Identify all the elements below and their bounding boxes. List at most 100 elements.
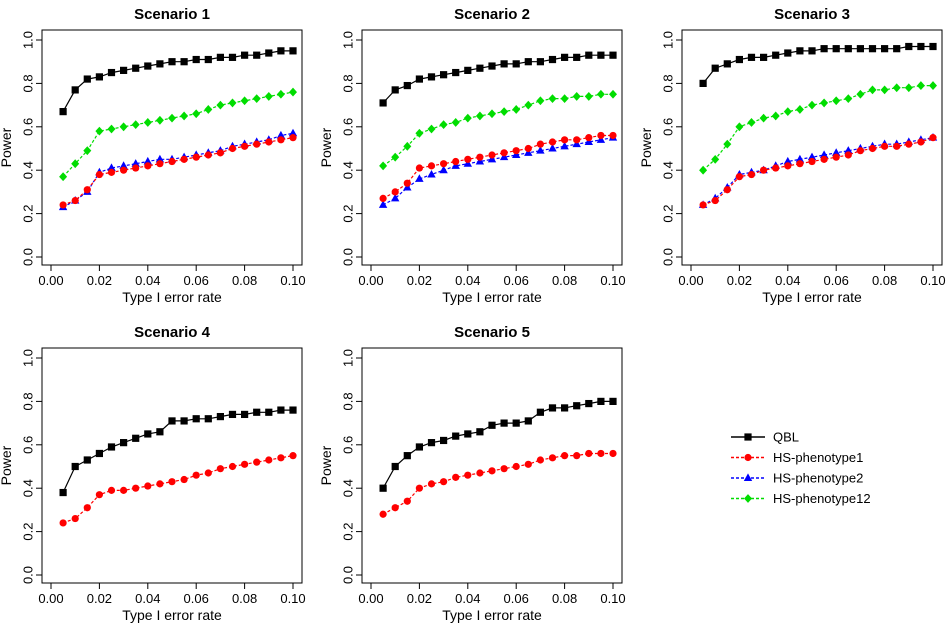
data-point-hs-phenotype12: [216, 100, 225, 110]
x-tick-label: 0.02: [87, 273, 112, 288]
data-point-qbl: [585, 51, 593, 59]
data-point-hs-phenotype1: [881, 142, 889, 150]
y-tick-label: 0.0: [21, 566, 36, 584]
y-tick-label: 0.4: [341, 479, 356, 497]
series-hs-phenotype1: [699, 134, 937, 209]
data-point-hs-phenotype12: [820, 98, 829, 108]
data-point-hs-phenotype2: [783, 156, 792, 165]
x-tick-label: 0.04: [455, 273, 480, 288]
data-point-hs-phenotype2: [795, 154, 805, 163]
data-point-hs-phenotype1: [464, 155, 472, 163]
chart-panel-5: Scenario 5 0.00 0.02 0.04 0.06 0.08 0.10 0.0 0.2…: [318, 324, 626, 623]
y-tick-label: 1.0: [661, 31, 676, 49]
data-point-qbl: [415, 75, 423, 83]
x-tick-label: 0.00: [358, 591, 383, 606]
data-point-hs-phenotype12: [771, 111, 780, 121]
data-point-hs-phenotype1: [216, 149, 224, 157]
data-point-hs-phenotype1: [83, 504, 91, 512]
chart-panel-2: Scenario 2 0.00 0.02 0.04 0.06 0.08 0.10 0.0 0.2…: [318, 6, 626, 305]
data-point-hs-phenotype1: [107, 168, 116, 176]
x-axis-label: Type I error rate: [122, 289, 222, 305]
data-point-qbl: [144, 62, 152, 70]
data-point-qbl: [265, 408, 273, 416]
series-line-hs-phenotype1: [62, 455, 294, 524]
data-point-qbl: [415, 443, 423, 451]
data-point-hs-phenotype12: [699, 165, 708, 175]
data-point-hs-phenotype1: [379, 194, 387, 203]
data-point-qbl: [144, 430, 152, 438]
data-point-hs-phenotype1: [391, 504, 399, 512]
series-line-hs-phenotype12: [62, 91, 294, 178]
data-point-hs-phenotype1: [204, 151, 212, 159]
y-tick-label: 0.2: [341, 523, 356, 541]
data-point-hs-phenotype1: [156, 160, 164, 168]
x-tick-label: 0.00: [38, 273, 63, 288]
data-point-hs-phenotype1: [452, 473, 460, 481]
data-point-qbl: [609, 397, 617, 405]
data-point-qbl: [83, 75, 91, 83]
data-point-hs-phenotype1: [548, 138, 557, 146]
data-point-hs-phenotype1: [440, 478, 448, 486]
data-point-hs-phenotype1: [524, 144, 532, 153]
data-point-qbl: [512, 419, 520, 427]
legend-marker-diamond: [744, 494, 752, 503]
legend-marker-triangle: [743, 473, 753, 481]
data-point-hs-phenotype12: [904, 83, 913, 93]
data-point-qbl: [536, 408, 544, 416]
data-point-qbl: [440, 436, 448, 445]
data-point-hs-phenotype2: [807, 152, 817, 161]
data-point-hs-phenotype1: [192, 153, 200, 161]
data-point-hs-phenotype1: [180, 155, 188, 163]
data-point-qbl: [95, 73, 103, 81]
data-point-qbl: [427, 439, 436, 447]
data-point-qbl: [403, 452, 411, 460]
series-qbl: [699, 42, 937, 87]
data-point-hs-phenotype1: [265, 456, 273, 464]
data-point-hs-phenotype1: [289, 452, 297, 460]
data-point-qbl: [241, 410, 249, 419]
data-point-hs-phenotype2: [548, 143, 557, 152]
legend-item: HS-phenotype2: [731, 471, 863, 486]
x-tick-label: 0.04: [775, 273, 800, 288]
data-point-qbl: [132, 434, 140, 442]
data-point-hs-phenotype1: [597, 131, 605, 140]
data-point-hs-phenotype1: [277, 454, 285, 462]
data-point-qbl: [929, 42, 937, 51]
data-point-hs-phenotype12: [880, 85, 889, 95]
data-point-qbl: [464, 66, 472, 74]
data-point-qbl: [760, 53, 768, 61]
y-tick-label: 0.6: [341, 436, 356, 454]
data-point-hs-phenotype12: [240, 96, 249, 106]
data-point-hs-phenotype1: [180, 475, 188, 484]
data-point-hs-phenotype12: [488, 109, 496, 119]
data-point-hs-phenotype12: [107, 124, 116, 134]
series-hs-phenotype12: [699, 81, 937, 175]
data-point-hs-phenotype1: [512, 462, 520, 471]
plot-frame: [41, 29, 303, 266]
data-point-qbl: [500, 60, 508, 68]
data-point-hs-phenotype1: [107, 486, 116, 494]
data-point-hs-phenotype1: [403, 179, 411, 187]
x-tick-label: 0.08: [552, 273, 577, 288]
data-point-hs-phenotype1: [265, 138, 273, 146]
data-point-qbl: [192, 55, 200, 64]
series-qbl: [59, 47, 297, 116]
plot-frame: [41, 347, 303, 584]
y-tick-label: 0.8: [341, 392, 356, 410]
data-point-hs-phenotype12: [95, 126, 104, 136]
data-point-qbl: [71, 462, 79, 471]
data-point-qbl: [893, 45, 901, 53]
data-point-hs-phenotype12: [536, 96, 545, 106]
legend-label: QBL: [773, 430, 799, 445]
x-tick-label: 0.02: [87, 591, 112, 606]
data-point-qbl: [784, 49, 792, 57]
data-point-hs-phenotype12: [735, 122, 744, 132]
x-tick-label: 0.06: [184, 591, 209, 606]
data-point-qbl: [488, 62, 496, 70]
data-point-hs-phenotype2: [427, 169, 436, 178]
data-point-qbl: [216, 412, 224, 421]
data-point-hs-phenotype12: [524, 100, 533, 110]
data-point-qbl: [156, 428, 164, 436]
data-point-hs-phenotype1: [59, 519, 67, 527]
data-point-hs-phenotype1: [216, 465, 224, 473]
